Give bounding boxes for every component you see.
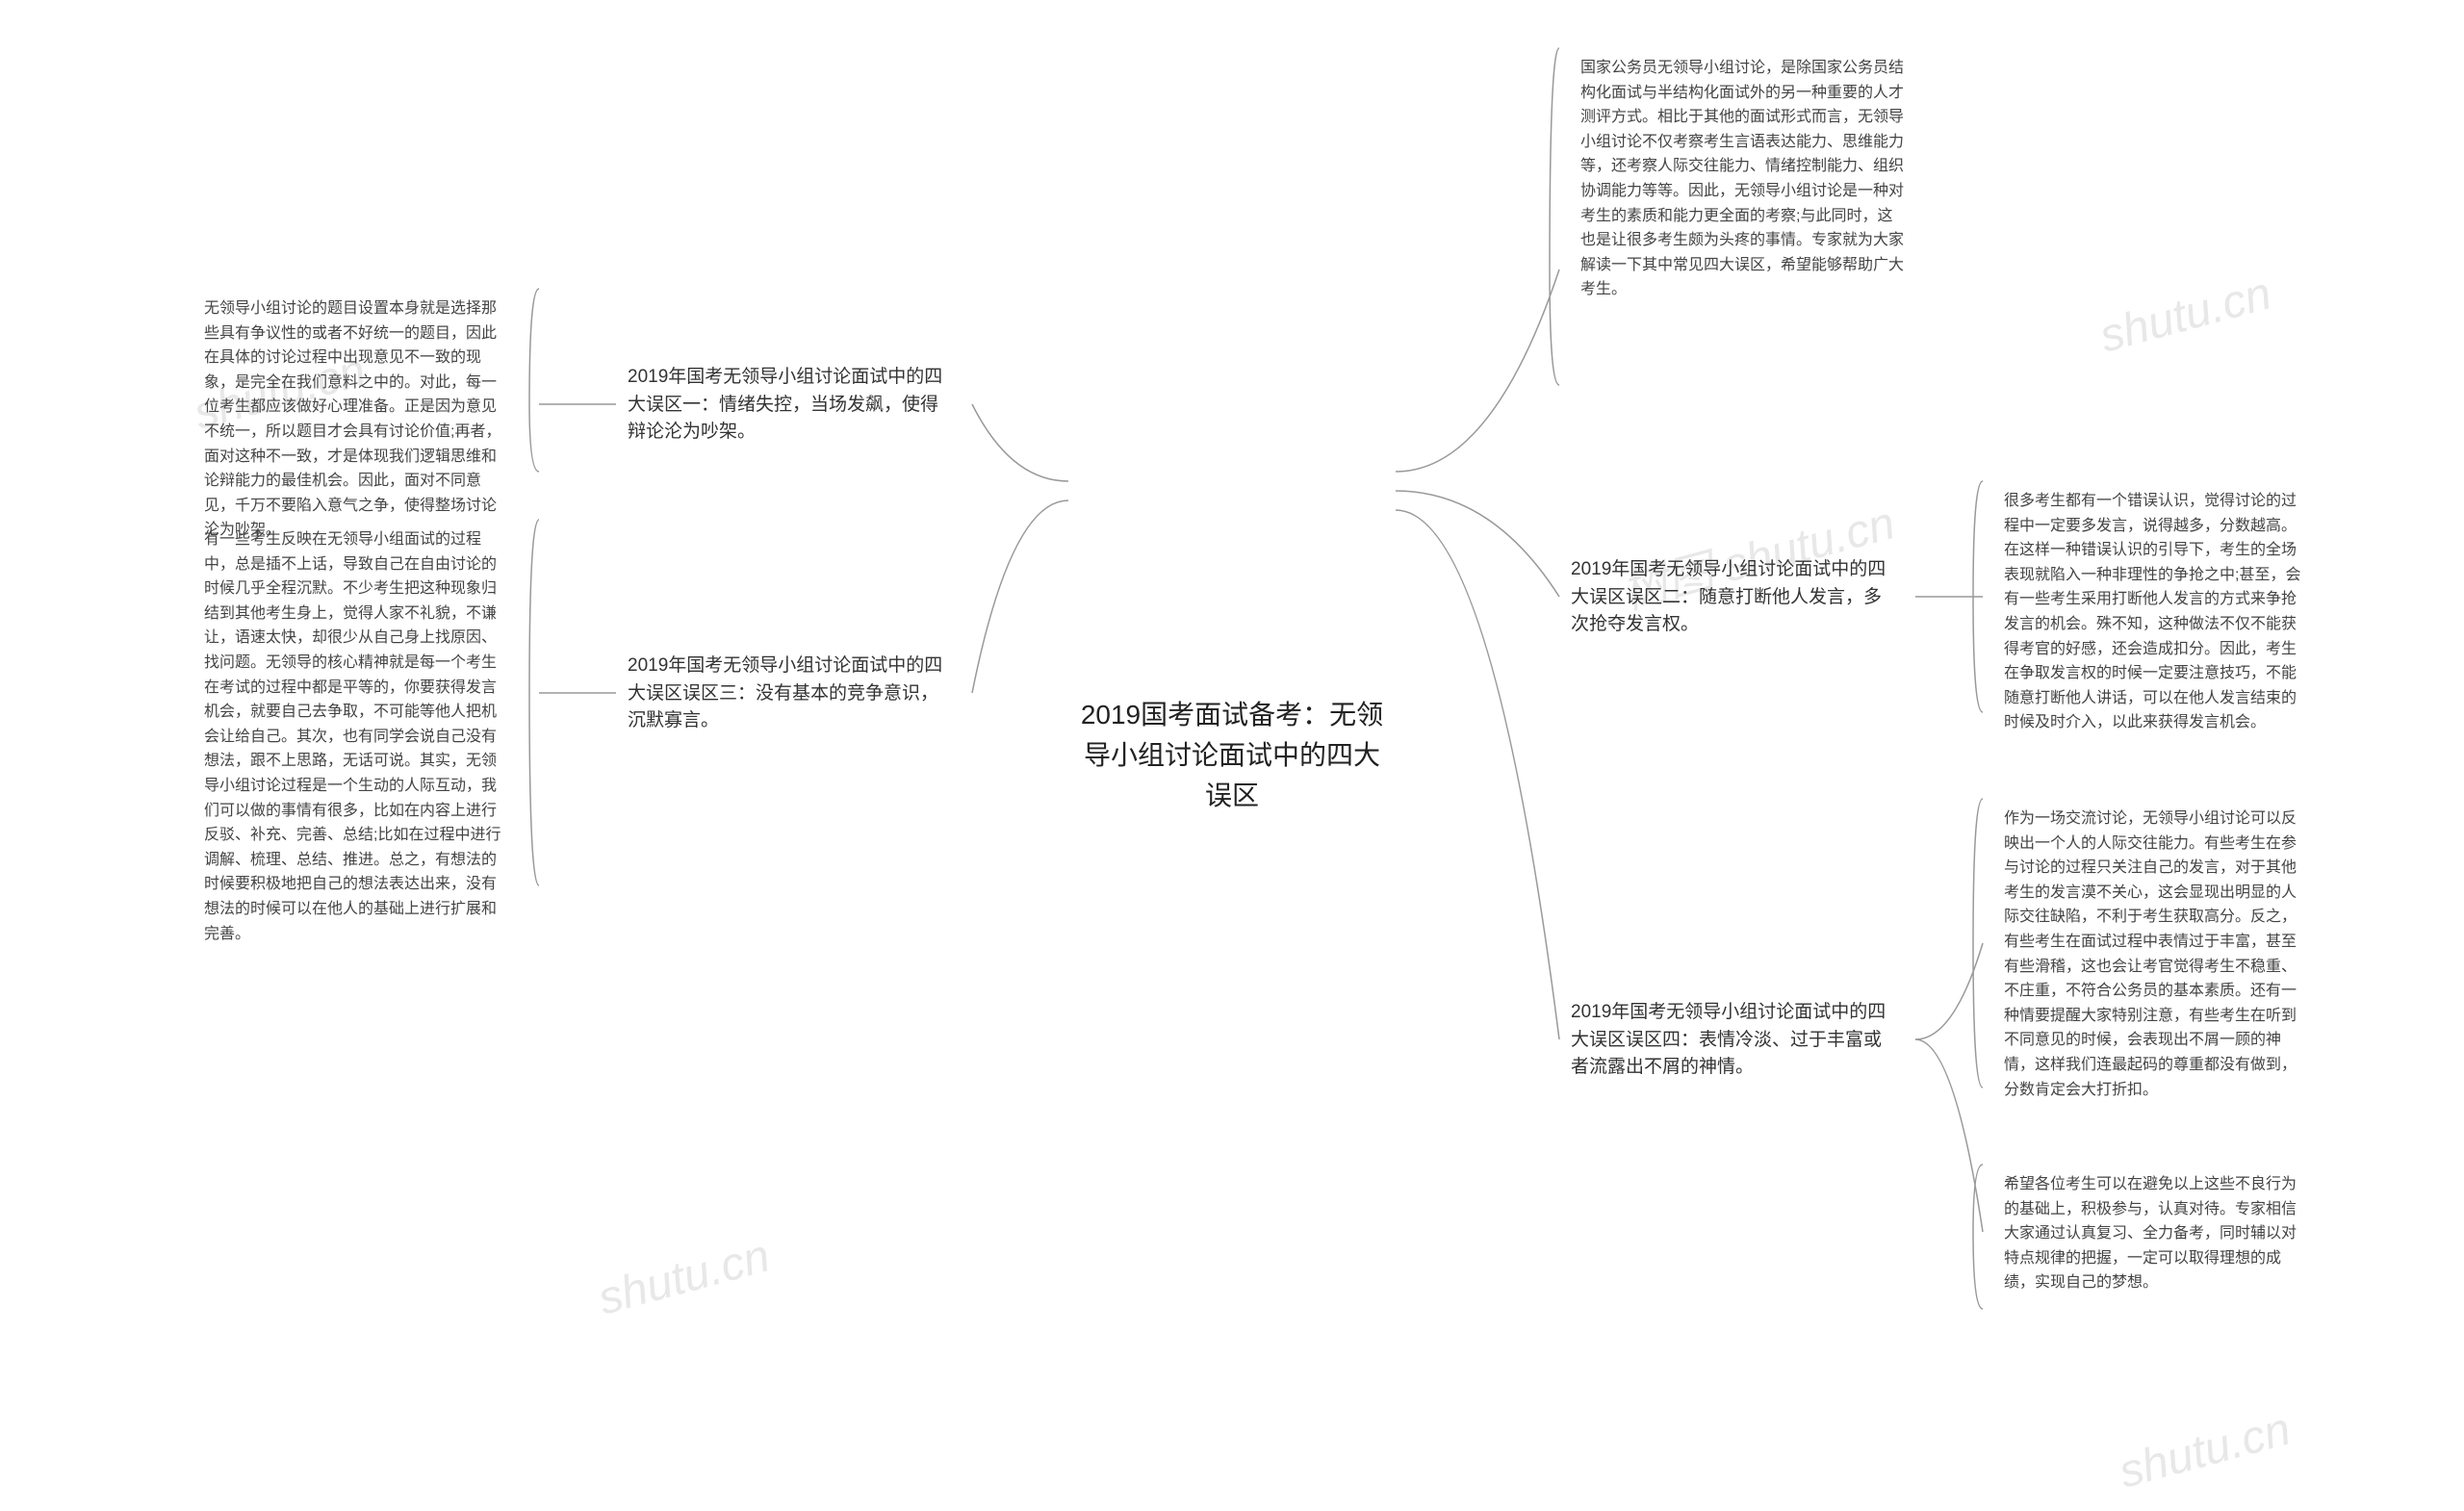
branch-left-1: 2019年国考无领导小组讨论面试中的四大误区一：情绪失控，当场发飙，使得辩论沦为… [616,356,962,454]
mindmap-container: shutu.cn shutu.cn 树图 shutu.cn shutu.cn s… [0,0,2464,1511]
watermark: shutu.cn [2114,1402,2297,1498]
leaf-right-2: 很多考生都有一个错误认识，觉得讨论的过程中一定要多发言，说得越多，分数越高。在这… [1992,481,2320,743]
leaf-right-4b: 希望各位考生可以在避免以上这些不良行为的基础上，积极参与，认真对待。专家相信大家… [1992,1165,2320,1303]
branch-left-2: 2019年国考无领导小组讨论面试中的四大误区误区三：没有基本的竞争意识，沉默寡言… [616,645,962,743]
leaf-left-2: 有一些考生反映在无领导小组面试的过程中，总是插不上话，导致自己在自由讨论的时候几… [192,520,520,954]
leaf-left-1: 无领导小组讨论的题目设置本身就是选择那些具有争议性的或者不好统一的题目，因此在具… [192,289,520,551]
leaf-right-intro: 国家公务员无领导小组讨论，是除国家公务员结构化面试与半结构化面试外的另一种重要的… [1569,48,1915,310]
watermark: shutu.cn [593,1229,776,1325]
branch-right-2: 2019年国考无领导小组讨论面试中的四大误区误区二：随意打断他人发言，多次抢夺发… [1559,549,1906,647]
leaf-right-4a: 作为一场交流讨论，无领导小组讨论可以反映出一个人的人际交往能力。有些考生在参与讨… [1992,799,2320,1110]
center-topic: 2019国考面试备考：无领导小组讨论面试中的四大误区 [1068,687,1396,824]
watermark: shutu.cn [2094,267,2277,363]
branch-right-4: 2019年国考无领导小组讨论面试中的四大误区误区四：表情冷淡、过于丰富或者流露出… [1559,991,1906,1089]
